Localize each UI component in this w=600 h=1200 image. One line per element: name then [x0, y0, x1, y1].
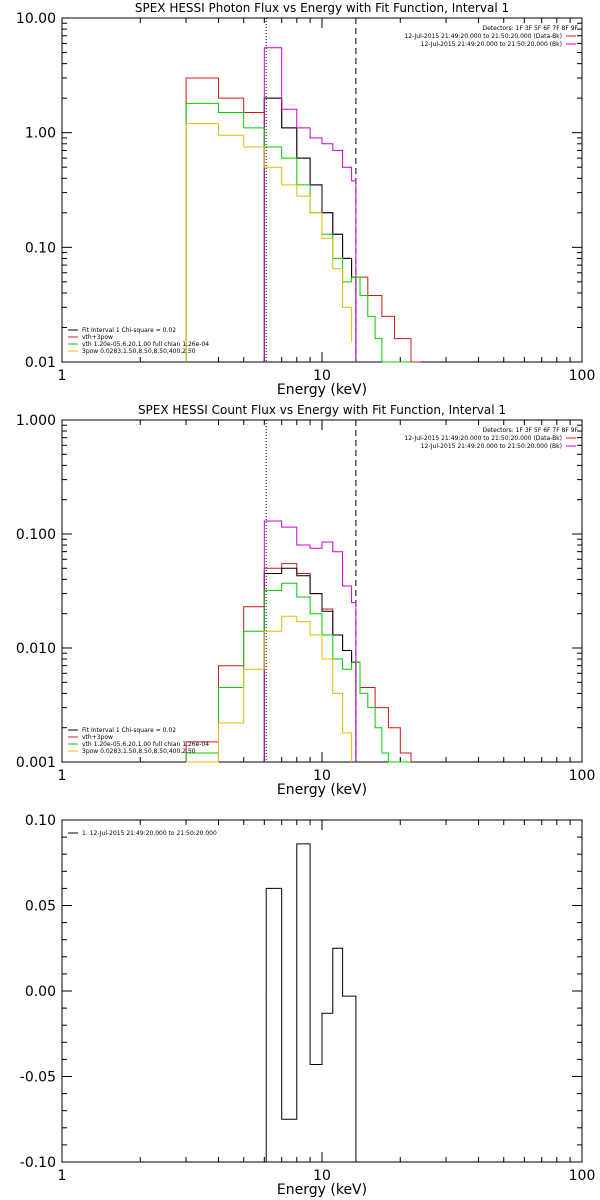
- count-series-3-step-line: [185, 582, 411, 763]
- photon-series-3-step-line: [185, 102, 411, 363]
- residuals-y-tick-label: 0.00: [25, 984, 56, 1000]
- count-series-0-step-line: [185, 563, 412, 762]
- residuals-series-0-step-line: [265, 843, 357, 1162]
- count-y-tick-label: 0.010: [16, 641, 56, 657]
- residuals-y-tick-label: 0.05: [25, 899, 56, 915]
- residuals-plot-frame: [61, 819, 583, 1163]
- count-x-tick-label: 1: [58, 768, 67, 784]
- count-legend-left-entry: 3pow 0.0283,1.50,8.50,8.50,400,2.50: [82, 748, 196, 755]
- count-legend-left-entry: Fit Interval 1 Chi-square = 0.02: [82, 727, 176, 734]
- photon-series-0-step-line: [185, 77, 421, 363]
- count-x-axis-label: Energy (keV): [277, 782, 367, 798]
- residuals-x-tick-label: 10: [313, 1168, 331, 1184]
- count-legend-right-entry: 12-Jul-2015 21:49:20.000 to 21:50:20.000…: [421, 443, 562, 450]
- photon-x-tick-label: 100: [569, 368, 596, 384]
- residuals-x-tick-label: 1: [58, 1168, 67, 1184]
- count-series-4-step-line: [186, 615, 353, 763]
- photon-x-tick-label: 10: [313, 368, 331, 384]
- count-plot-frame: [61, 419, 583, 763]
- count-series-2-step-line: [263, 520, 357, 762]
- photon-y-tick-label: 0.10: [25, 240, 56, 256]
- photon-x-tick-label: 1: [58, 368, 67, 384]
- residuals-y-tick-label: 0.10: [25, 813, 56, 829]
- residuals-legend-left-entry: 1. 12-Jul-2015 21:49:20.000 to 21:50:20.…: [82, 830, 217, 837]
- count-legend-right-entry: 12-Jul-2015 21:49:20.000 to 21:50:20.000…: [404, 435, 562, 442]
- photon-series-4-step-line: [185, 123, 353, 362]
- photon-legend-left-entry: vth+3pow: [82, 334, 113, 341]
- count-legend-left-entry: vth+3pow: [82, 734, 113, 741]
- count-x-tick-label: 100: [569, 768, 596, 784]
- count-series-1-step-line: [263, 567, 357, 762]
- photon-legend-right-entry: 12-Jul-2015 21:49:20.000 to 21:50:20.000…: [404, 33, 562, 40]
- photon-series-2-step-line: [263, 47, 357, 362]
- count-x-tick-label: 10: [313, 768, 331, 784]
- photon-legend-left-entry: Fit Interval 1 Chi-square = 0.02: [82, 327, 176, 334]
- count-chart-title: SPEX HESSI Count Flux vs Energy with Fit…: [138, 403, 506, 417]
- photon-y-tick-label: 0.01: [25, 355, 56, 371]
- photon-detectors-label: Detectors: 1F 3F 5F 6F 7F 8F 9F: [482, 25, 578, 32]
- count-y-tick-label: 1.000: [16, 413, 56, 429]
- photon-y-tick-label: 10.00: [16, 11, 56, 27]
- residuals-x-tick-label: 100: [569, 1168, 596, 1184]
- count-detectors-label: Detectors: 1F 3F 5F 6F 7F 8F 9F: [482, 427, 578, 434]
- count-legend-left-entry: vth 1.20e-05,6.20,1.00 full chian 1.26e-…: [82, 741, 209, 748]
- count-y-tick-label: 0.100: [16, 527, 56, 543]
- residuals-x-axis-label: Energy (keV): [277, 1182, 367, 1198]
- photon-legend-right-entry: 12-Jul-2015 21:49:20.000 to 21:50:20.000…: [421, 41, 562, 48]
- photon-legend-left-entry: vth 1.20e-05,6.20,1.00 full chian 1.26e-…: [82, 341, 209, 348]
- residuals-y-tick-label: -0.05: [20, 1070, 56, 1086]
- count-y-tick-label: 0.001: [16, 755, 56, 771]
- photon-chart-title: SPEX HESSI Photon Flux vs Energy with Fi…: [135, 1, 509, 15]
- photon-legend-left-entry: 3pow 0.0283,1.50,8.50,8.50,400,2.50: [82, 348, 196, 355]
- photon-y-tick-label: 1.00: [25, 126, 56, 142]
- residuals-y-tick-label: -0.10: [20, 1155, 56, 1171]
- photon-x-axis-label: Energy (keV): [277, 382, 367, 398]
- photon-series-1-step-line: [263, 97, 357, 362]
